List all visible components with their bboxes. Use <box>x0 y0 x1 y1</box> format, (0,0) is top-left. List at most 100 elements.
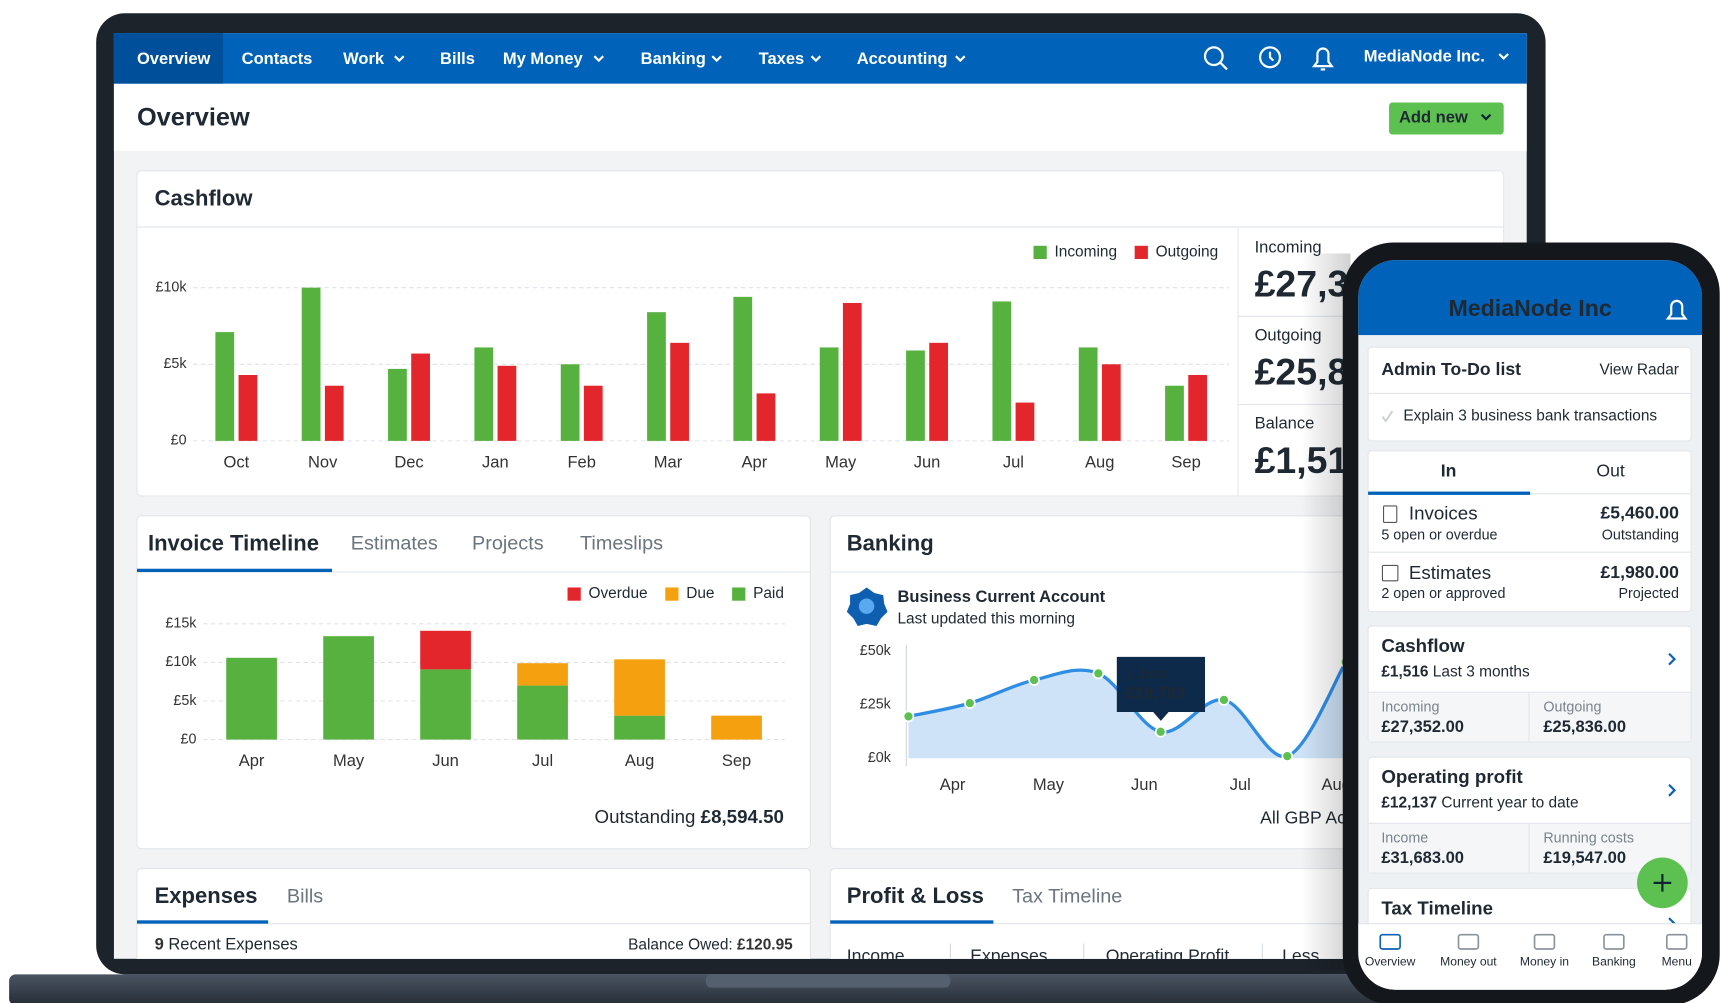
company-menu[interactable]: MediaNode Inc. <box>1364 47 1485 66</box>
period: Last 3 months <box>1433 663 1530 680</box>
balance-value: £120.95 <box>737 937 793 954</box>
tab[interactable]: Out <box>1596 460 1625 480</box>
tab[interactable]: Estimates <box>351 533 438 555</box>
point <box>902 710 915 723</box>
y-tick-label: £0 <box>181 731 197 747</box>
outstanding-value: £8,594.50 <box>701 806 784 827</box>
legend-label: Incoming <box>1054 243 1117 260</box>
card-summary: £12,137 Current year to date <box>1381 795 1578 812</box>
bar <box>474 347 494 441</box>
legend-swatch <box>567 587 581 601</box>
nav-item[interactable]: Contacts <box>242 49 313 68</box>
tab[interactable]: Timeslips <box>580 533 663 555</box>
row-label: Estimates <box>1409 562 1491 583</box>
row-label: Invoices <box>1409 503 1478 524</box>
bar-segment <box>614 715 665 740</box>
balance-owed: Balance Owed: £120.95 <box>628 937 793 954</box>
bar <box>560 364 580 441</box>
row-value: £1,980.00 <box>1601 562 1680 582</box>
y-tick-label: £5k <box>173 693 197 709</box>
add-new-button[interactable] <box>1389 102 1504 135</box>
search-icon[interactable] <box>1203 46 1224 67</box>
amount: £12,137 <box>1381 795 1437 812</box>
x-tick-label: Jul <box>532 751 553 770</box>
x-tick-label: Jan <box>482 452 509 471</box>
nav-item[interactable]: Taxes <box>759 49 805 68</box>
outstanding-label: Outstanding <box>595 806 696 827</box>
x-tick-label: Apr <box>239 751 265 770</box>
legend-label: Overdue <box>588 585 647 602</box>
page-title: Overview <box>137 104 250 132</box>
metric-label: Outgoing <box>1543 699 1601 715</box>
tab[interactable]: Profit & Loss <box>847 883 984 908</box>
nav-label[interactable]: Menu <box>1662 954 1692 968</box>
timer-icon[interactable] <box>1258 46 1282 69</box>
bar <box>411 353 430 441</box>
card-title[interactable]: Operating profit <box>1381 766 1522 787</box>
nav-chevrons <box>394 46 1509 71</box>
bar <box>1015 402 1035 441</box>
tab[interactable]: In <box>1441 460 1457 480</box>
tab[interactable]: Invoice Timeline <box>148 530 319 555</box>
bar <box>583 385 603 441</box>
bar <box>819 347 839 441</box>
card-title: Cashflow <box>155 185 254 210</box>
tab[interactable]: Tax Timeline <box>1012 885 1122 907</box>
point <box>1092 667 1105 680</box>
bar <box>1101 364 1121 441</box>
laptop-notch <box>705 974 951 988</box>
balance-label: Balance Owed: <box>628 937 733 954</box>
nav-label[interactable]: Banking <box>1592 954 1636 968</box>
bar <box>324 385 344 441</box>
x-tick-label: May <box>333 751 365 770</box>
nav-item[interactable]: Bills <box>440 49 475 68</box>
estimate-icon <box>1381 564 1399 582</box>
card <box>136 515 811 850</box>
todo-title: Admin To-Do list <box>1381 359 1521 379</box>
x-tick-label: Jun <box>1131 775 1158 794</box>
nav-icon[interactable] <box>1457 933 1480 950</box>
nav-item[interactable]: Work <box>343 49 385 68</box>
todo-item[interactable]: Explain 3 business bank transactions <box>1403 408 1657 425</box>
nav-label[interactable]: Money out <box>1440 954 1497 968</box>
count: 9 <box>155 935 164 954</box>
bar-segment <box>226 657 277 740</box>
card-title[interactable]: Cashflow <box>1381 635 1465 656</box>
account-link[interactable]: Business Current Account <box>897 587 1105 606</box>
bar-segment <box>711 715 762 740</box>
phone-header <box>1358 260 1703 336</box>
tab[interactable]: Expenses <box>155 883 258 908</box>
bar <box>906 350 925 441</box>
nav-icon[interactable] <box>1533 933 1556 950</box>
tab[interactable]: Bills <box>287 885 323 907</box>
bar <box>733 296 753 441</box>
nav-icon[interactable] <box>1665 933 1688 950</box>
add-new-label[interactable]: Add new <box>1399 107 1468 126</box>
x-tick-label: Aug <box>1085 452 1114 471</box>
nav-item[interactable]: My Money <box>503 49 584 68</box>
nav-icon[interactable] <box>1379 933 1401 950</box>
nav-icon[interactable] <box>1603 933 1625 950</box>
legend-label: Paid <box>753 585 784 602</box>
bar-segment <box>517 663 568 686</box>
nav-item[interactable]: Accounting <box>857 49 948 68</box>
nav-item[interactable]: Banking <box>641 49 706 68</box>
nav-label[interactable]: Overview <box>1365 954 1416 968</box>
card-title[interactable]: Tax Timeline <box>1381 897 1493 918</box>
x-tick-label: Sep <box>722 751 751 770</box>
legend-label: Due <box>686 585 714 602</box>
y-tick-label: £50k <box>860 643 892 659</box>
bell-icon[interactable] <box>1665 299 1688 320</box>
legend-label: Outgoing <box>1156 243 1219 260</box>
nav-label[interactable]: Money in <box>1520 954 1569 968</box>
view-radar[interactable]: View Radar <box>1599 361 1678 378</box>
bar <box>238 375 258 441</box>
x-tick-label: Apr <box>940 775 966 794</box>
bell-icon[interactable] <box>1311 47 1334 71</box>
x-tick-label: May <box>825 452 857 471</box>
tab[interactable]: Projects <box>472 533 544 555</box>
tooltip-box <box>1116 656 1205 721</box>
nav-item[interactable]: Overview <box>137 49 211 68</box>
